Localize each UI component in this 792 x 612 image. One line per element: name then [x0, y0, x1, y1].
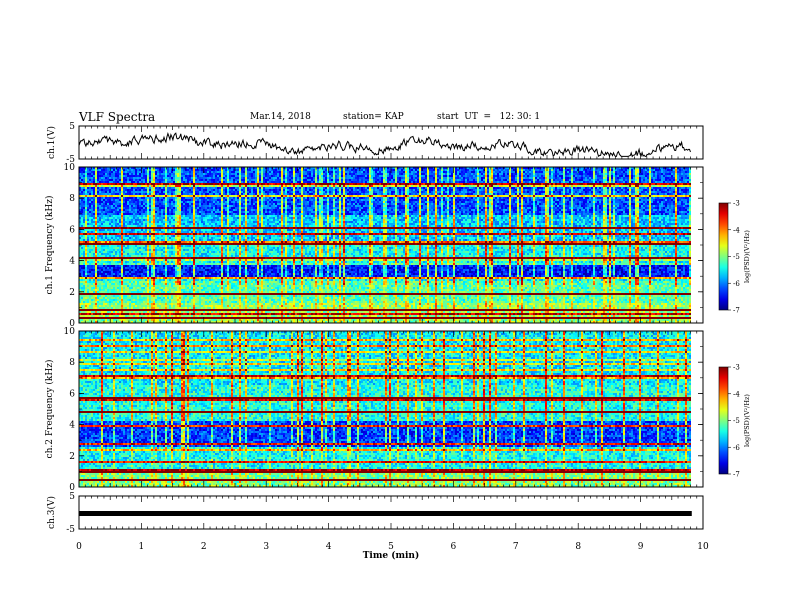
- ch1-waveform-trace: [78, 132, 691, 159]
- start-time-label: start UT = 12: 30: 1: [437, 112, 541, 122]
- colorbar-tick-label: -7: [733, 307, 740, 315]
- x-tick-label: 7: [513, 542, 519, 552]
- y-axis-label-ch1-waveform: ch.1(V): [46, 126, 57, 159]
- colorbar-tick-label: -3: [733, 200, 740, 208]
- colorbar-tick-label: -4: [733, 226, 740, 234]
- y-tick-label: 8: [69, 194, 75, 204]
- colorbar-tick-label: -7: [733, 471, 740, 479]
- ch2-spectrogram-image: [79, 331, 703, 487]
- y-tick-label: 2: [69, 452, 75, 462]
- y-tick-label: 8: [69, 358, 75, 368]
- station-label: station= KAP: [343, 112, 404, 122]
- y-tick-label: 0: [69, 483, 75, 493]
- y-axis-label-ch1-spectrogram: ch.1 Frequency (kHz): [44, 196, 55, 295]
- y-tick-label: 4: [69, 421, 75, 431]
- x-tick-label: 2: [201, 542, 207, 552]
- ch1-spectrogram-image: [79, 167, 703, 323]
- panel-frames: [78, 125, 704, 530]
- x-tick-label: 9: [638, 542, 644, 552]
- y-tick-label: 4: [69, 257, 75, 267]
- x-tick-label: 8: [575, 542, 581, 552]
- panel-frame-ch2-spectrogram: [78, 330, 704, 488]
- colorbar-tick-label: -4: [733, 390, 740, 398]
- tick-marks: [78, 125, 704, 530]
- y-tick-label: 6: [69, 225, 75, 235]
- x-tick-label: 4: [326, 542, 332, 552]
- panel-frame-ch1-spectrogram: [78, 166, 704, 324]
- y-tick-label: 10: [64, 163, 76, 173]
- y-axis-label-ch2-spectrogram: ch.2 Frequency (kHz): [44, 360, 55, 459]
- y-tick-label: 10: [64, 327, 76, 337]
- colorbar-tick-label: -3: [733, 364, 740, 372]
- colorbar-ch2-spectrogram: [718, 366, 729, 475]
- y-tick-label: 2: [69, 288, 75, 298]
- x-tick-label: 0: [76, 542, 82, 552]
- colorbar-ch1-spectrogram: [718, 202, 729, 311]
- y-tick-label: 5: [69, 122, 75, 132]
- x-tick-label: 5: [388, 542, 394, 552]
- y-tick-label: 6: [69, 389, 75, 399]
- x-axis-title: Time (min): [363, 550, 420, 561]
- colorbar-tick-label: -5: [733, 417, 740, 425]
- date-label: Mar.14, 2018: [250, 112, 311, 122]
- x-tick-label: 10: [697, 542, 709, 552]
- figure-title: VLF Spectra: [79, 110, 156, 124]
- colorbar-tick-label: -6: [733, 280, 740, 288]
- colorbar-tick-label: -5: [733, 253, 740, 261]
- y-tick-label: -5: [66, 155, 75, 165]
- colorbar-label: log(PSD)(V²/Hz): [743, 394, 751, 447]
- colorbar-label: log(PSD)(V²/Hz): [743, 230, 751, 283]
- y-tick-label: -5: [66, 525, 75, 535]
- colorbar-tick-label: -6: [733, 444, 740, 452]
- y-axis-label-ch3-waveform: ch.3(V): [46, 496, 57, 529]
- x-tick-label: 3: [263, 542, 269, 552]
- colorbars: -3 -4 -5 -6 -7 log(PSD)(V²/Hz) -3 -4 -5 -6 -7 log(P…: [718, 200, 751, 479]
- y-tick-label: 0: [69, 319, 75, 329]
- y-tick-label: 5: [69, 492, 75, 502]
- x-tick-label: 6: [451, 542, 457, 552]
- x-tick-label: 1: [139, 542, 145, 552]
- waveform-traces: [78, 132, 692, 516]
